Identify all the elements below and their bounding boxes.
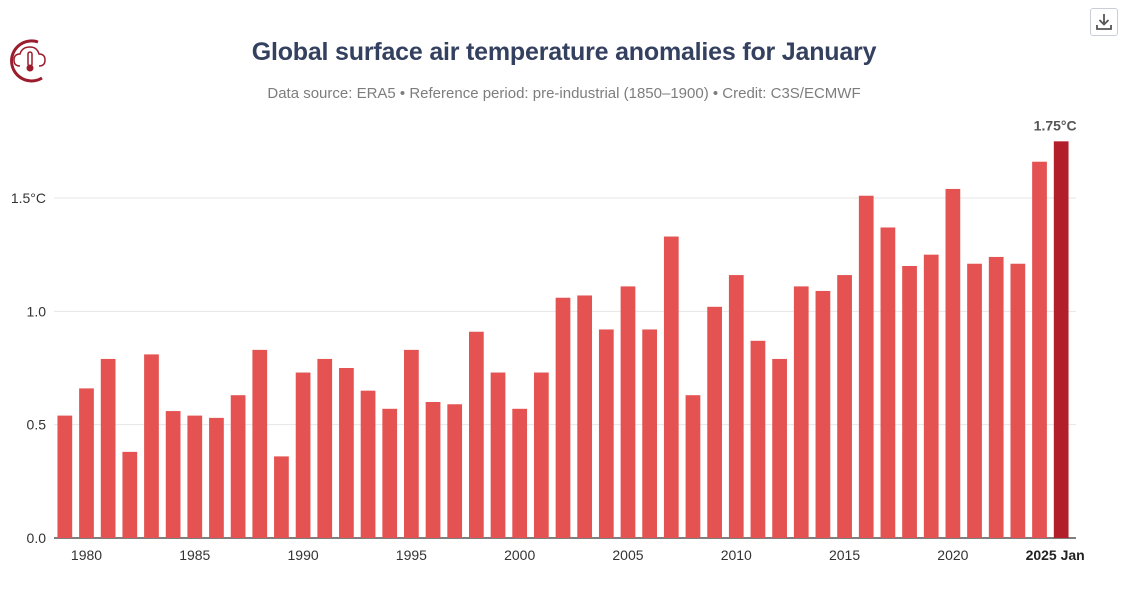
x-axis-ticks: 1980 1985 1990 1995 2000 2005 2010 2015 2020 2025…	[71, 547, 1085, 563]
bar-2002[interactable]	[555, 297, 571, 538]
bar-1991[interactable]	[317, 358, 333, 538]
bar-2020[interactable]	[945, 188, 961, 538]
bar-2014[interactable]	[815, 290, 831, 538]
bar-2023[interactable]	[1010, 263, 1026, 538]
y-tick-label: 0.0	[27, 530, 47, 546]
bar-2012[interactable]	[772, 358, 787, 538]
bar-1998[interactable]	[468, 331, 484, 538]
bar-2025[interactable]	[1053, 141, 1069, 539]
x-tick-label: 2025 Jan	[1026, 547, 1085, 563]
bar-1990[interactable]	[295, 372, 311, 538]
bar-2000[interactable]	[512, 408, 528, 538]
y-axis-ticks: 0.0 0.5 1.0 1.5°C	[11, 190, 46, 546]
bar-1989[interactable]	[274, 456, 289, 538]
y-tick-label: 0.5	[27, 417, 47, 433]
y-tick-label: 1.0	[27, 303, 47, 319]
bar-2024[interactable]	[1032, 161, 1047, 538]
bar-1979[interactable]	[57, 415, 73, 538]
bar-2015[interactable]	[837, 275, 852, 538]
bar-1996[interactable]	[425, 402, 441, 538]
bar-1993[interactable]	[360, 390, 376, 538]
x-tick-label: 2005	[612, 547, 643, 563]
bar-1986[interactable]	[209, 417, 224, 538]
x-tick-label: 2000	[504, 547, 535, 563]
bar-2011[interactable]	[750, 340, 766, 538]
bar-2021[interactable]	[967, 263, 982, 538]
bar-2010[interactable]	[728, 275, 744, 538]
bar-1995[interactable]	[404, 349, 419, 538]
bar-2016[interactable]	[858, 195, 874, 538]
x-tick-label: 1980	[71, 547, 102, 563]
bar-2001[interactable]	[533, 372, 549, 538]
chart-subtitle: Data source: ERA5 • Reference period: pr…	[267, 85, 861, 102]
bar-1984[interactable]	[165, 411, 181, 538]
c3s-logo-icon	[10, 39, 46, 83]
bar-1988[interactable]	[252, 349, 268, 538]
bar-2018[interactable]	[902, 266, 917, 538]
bar-2003[interactable]	[577, 295, 593, 538]
bar-1983[interactable]	[144, 354, 159, 538]
y-tick-label: 1.5°C	[11, 190, 46, 206]
bar-2006[interactable]	[642, 329, 658, 538]
bar-2013[interactable]	[793, 286, 809, 538]
bar-2022[interactable]	[988, 256, 1004, 538]
chart-title: Global surface air temperature anomalies…	[251, 38, 877, 66]
download-icon	[1096, 14, 1112, 30]
x-tick-label: 1990	[288, 547, 319, 563]
value-labels: 1.75°C	[1034, 117, 1077, 133]
x-tick-label: 2020	[937, 547, 968, 563]
x-tick-label: 1995	[396, 547, 427, 563]
bar-2009[interactable]	[707, 306, 722, 538]
bar-1981[interactable]	[100, 358, 116, 538]
bar-2004[interactable]	[598, 329, 614, 538]
highlight-value-label: 1.75°C	[1034, 117, 1077, 133]
bar-1985[interactable]	[187, 415, 203, 538]
bar-1987[interactable]	[230, 395, 246, 538]
bar-2005[interactable]	[620, 286, 636, 538]
download-button[interactable]	[1090, 8, 1118, 36]
bar-1997[interactable]	[447, 404, 463, 538]
x-tick-label: 2010	[721, 547, 752, 563]
bar-1982[interactable]	[122, 451, 138, 538]
bar-1992[interactable]	[339, 368, 354, 538]
bars	[57, 141, 1069, 539]
bar-2019[interactable]	[923, 254, 939, 538]
bar-1994[interactable]	[382, 408, 398, 538]
bar-1980[interactable]	[79, 388, 94, 538]
x-tick-label: 2015	[829, 547, 860, 563]
bar-2017[interactable]	[880, 227, 896, 538]
bar-2008[interactable]	[685, 395, 701, 538]
bar-2007[interactable]	[663, 236, 679, 539]
bar-1999[interactable]	[490, 372, 506, 538]
x-tick-label: 1985	[179, 547, 210, 563]
